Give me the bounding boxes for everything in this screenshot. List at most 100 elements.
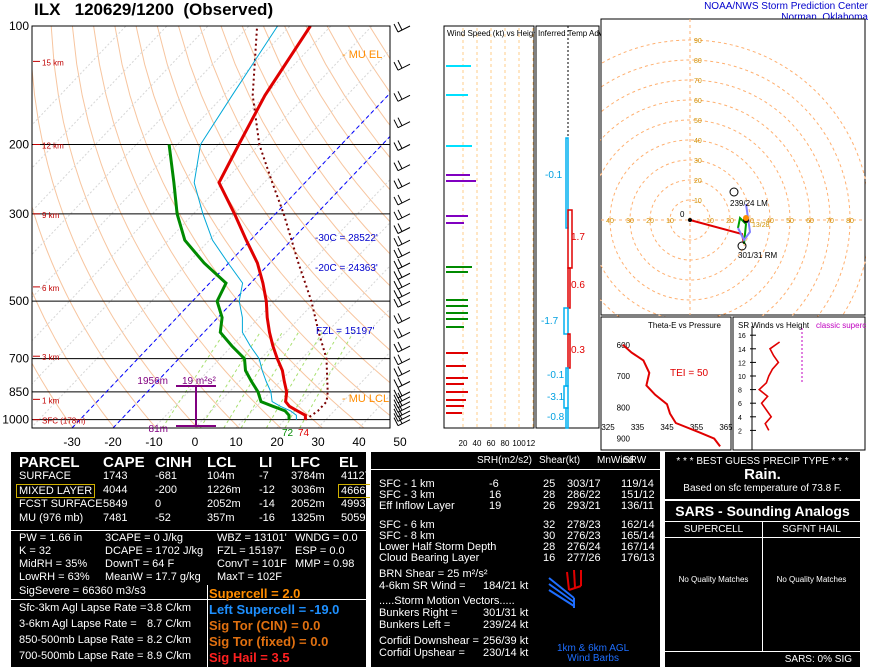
wind-barb-flag xyxy=(393,211,399,221)
wind-barb-flag xyxy=(397,59,403,69)
hodograph-axis-label: 40 xyxy=(766,218,774,225)
wind-barb-flag xyxy=(397,392,403,402)
hodograph-axis-label: 60 xyxy=(806,218,814,225)
wind-barb-flag xyxy=(393,196,399,206)
wind-barb-flag xyxy=(397,415,403,424)
sr-ytick: 6 xyxy=(738,401,742,408)
wind-barb-flag xyxy=(397,313,403,322)
wind-barb-flag xyxy=(393,260,399,270)
temp-advection-label: -0.1 xyxy=(547,370,565,381)
thermo-param: DownT = 64 F xyxy=(105,558,175,570)
sounding-datetime: 120629/1200 xyxy=(74,0,174,19)
sars-panel: SARS - Sounding Analogs SUPERCELL SGFNT … xyxy=(664,500,861,668)
eff-top-label: 1956m xyxy=(137,376,168,387)
temp-advection-label: 0.6 xyxy=(571,280,585,291)
wind-barb xyxy=(397,381,411,388)
composite-index: Sig Hail = 3.5 xyxy=(209,650,290,665)
temp-advection-label: -0.8 xyxy=(547,412,565,423)
parcel-cell: -16 xyxy=(259,512,275,524)
hodograph-ring-label: 40 xyxy=(694,138,702,145)
wind-barb-flag xyxy=(397,178,403,187)
sars-title: SARS - Sounding Analogs xyxy=(675,503,850,519)
kinematic-cell: 30 xyxy=(543,530,556,542)
hodograph-chart: 10 20 30 40 50 60 70 80 90 40 30 20 10 10 20 30 40 50 60 70… xyxy=(600,18,866,318)
sr-winds-chart: 16 14 12 10 8 6 4 2 SR Winds vs Height classic … xyxy=(732,316,866,451)
dry-adiabat xyxy=(199,26,390,319)
sfc-dewpoint-label: 72 xyxy=(282,428,294,439)
temperature-tick: 30 xyxy=(311,435,325,449)
mu-lcl-label: - MU LCL xyxy=(342,393,389,405)
kinematic-col-header: Shear(kt) xyxy=(539,455,581,466)
parcel-cell: -681 xyxy=(155,470,178,482)
wind-barbs-label: 1km & 6km AGL Wind Barbs xyxy=(557,644,629,664)
kinematic-layer: SFC - 1 km xyxy=(379,478,435,490)
parcel-panel: PARCEL CAPE CINH LCL LI LFC EL SURFACE 1743 -681… xyxy=(10,451,377,669)
dry-adiabat xyxy=(369,26,390,60)
hodo-origin-label: 0 xyxy=(680,210,685,219)
parcel-col-header: LCL xyxy=(207,454,237,471)
sr-ytick: 2 xyxy=(738,428,742,435)
temperature-tick: -20 xyxy=(104,435,122,449)
agency-block: NOAA/NWS Storm Prediction Center Norman,… xyxy=(704,1,868,23)
hodograph-ring-label: 80 xyxy=(694,58,702,65)
thermo-param: 3CAPE = 0 J/kg xyxy=(105,532,183,544)
kinematic-cell: 286/22 xyxy=(567,489,601,501)
wind-barb-flag xyxy=(393,61,399,71)
kinematic-cell: 28 xyxy=(543,541,556,553)
parcel-cell: -52 xyxy=(155,512,171,524)
composite-index: Sig Tor (fixed) = 0.0 xyxy=(209,634,329,649)
temp-advection-bar xyxy=(565,137,569,229)
thermo-param: ConvT = 101F xyxy=(217,558,287,570)
isotherm xyxy=(32,26,291,299)
sars-supercell-header: SUPERCELL xyxy=(683,524,744,535)
lapse-rate-value: 8.7 C/km xyxy=(147,618,192,630)
wind-barb-flag xyxy=(393,413,399,422)
parcel-cell: 0 xyxy=(155,498,162,510)
pressure-tick: 850 xyxy=(9,385,29,399)
temp-advection-label: -3.1 xyxy=(547,392,565,403)
temp-advection-label: -0.1 xyxy=(545,170,563,181)
wind-barb xyxy=(397,262,411,270)
iso-m30-label: -30C = 28522' xyxy=(315,233,378,244)
wind-barb xyxy=(397,317,411,324)
pressure-tick: 700 xyxy=(9,352,29,366)
wind-speed-tick: 120 xyxy=(526,439,535,448)
parcel-header: PARCEL CAPE CINH LCL LI LFC EL xyxy=(11,454,368,471)
sars-hail-header: SGFNT HAIL xyxy=(782,524,841,535)
kinematic-cell: 136/11 xyxy=(621,500,654,512)
wind-barb-flag xyxy=(393,119,399,128)
wind-barb-flag xyxy=(397,328,403,337)
parcel-cell: -200 xyxy=(155,484,178,496)
hodograph-axis-label: 20 xyxy=(726,218,734,225)
mixing-ratio-line xyxy=(299,332,354,428)
temp-advection-label: 1.7 xyxy=(571,232,585,243)
dry-adiabat xyxy=(156,26,390,384)
composite-index: Left Supercell = -19.0 xyxy=(209,602,340,617)
hodograph-axis-label: 10 xyxy=(706,218,714,225)
wind-barb-flag xyxy=(397,140,403,149)
isotherm xyxy=(153,178,390,428)
parcel-row-name: FCST SURFACE xyxy=(19,498,103,510)
wind-barb xyxy=(397,370,411,377)
isotherm-highlight xyxy=(71,92,390,428)
wind-speed-tick: 80 xyxy=(501,439,510,448)
precip-note: Based on sfc temperature of 73.8 F. xyxy=(683,483,842,494)
dry-adiabat xyxy=(32,290,115,428)
theta-e-xtick: 325 xyxy=(601,423,615,432)
isotherm xyxy=(32,26,373,385)
wind-barb xyxy=(397,239,411,247)
wind-barb-flag xyxy=(397,209,403,219)
height-label: 15 km xyxy=(42,58,64,67)
pressure-tick: 300 xyxy=(9,207,29,221)
thermo-param: MaxT = 102F xyxy=(217,571,282,583)
dry-adiabat xyxy=(135,26,390,417)
brn-shear: BRN Shear = 25 m²/s² xyxy=(379,568,488,580)
kinematic-cell: 28 xyxy=(543,489,556,501)
isotherm xyxy=(32,26,168,169)
wind-speed-tick: 60 xyxy=(487,439,496,448)
parcel-row-name: MU (976 mb) xyxy=(19,512,84,524)
sr-winds-profile xyxy=(757,341,781,431)
dry-adiabat xyxy=(178,26,390,351)
wind-barb-flag xyxy=(397,223,403,232)
wind-barb-flag xyxy=(397,341,403,351)
